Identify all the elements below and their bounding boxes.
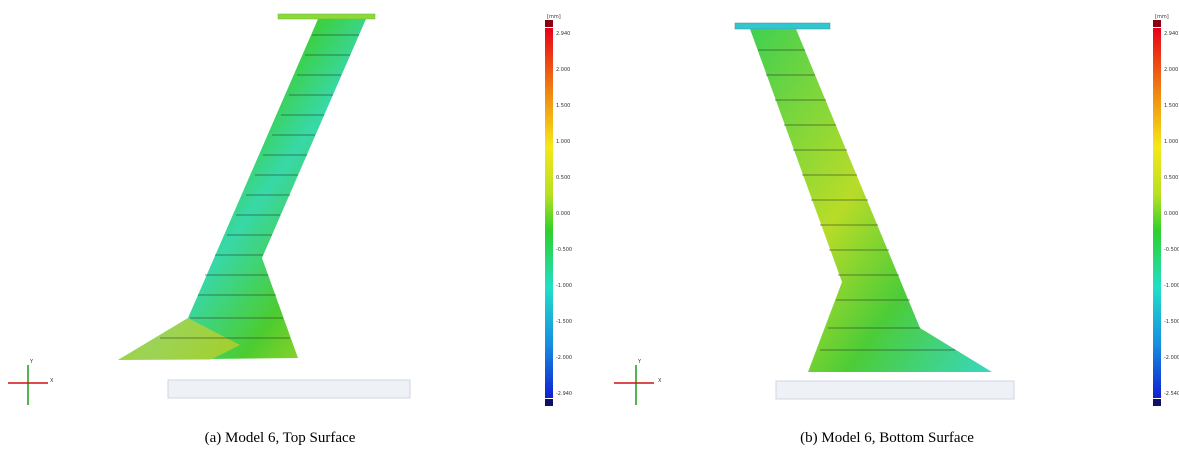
- scale-label: -2.000: [556, 355, 572, 361]
- scale-bottom-cap: [1153, 399, 1161, 406]
- toolbar-b: [776, 381, 1014, 399]
- scale-top-cap: [1153, 20, 1161, 27]
- scale-label: -2.540: [1164, 391, 1179, 397]
- scale-label: 1.000: [1164, 139, 1178, 145]
- scale-label: 1.000: [556, 139, 570, 145]
- axis-x-label: X: [50, 378, 54, 384]
- scale-label: 2.000: [1164, 67, 1178, 73]
- scale-label: 0.000: [556, 211, 570, 217]
- scale-label: 1.500: [556, 103, 570, 109]
- color-scale: [1153, 28, 1161, 398]
- scale-unit: [mm]: [1155, 14, 1169, 20]
- scale-label: 1.500: [1164, 103, 1178, 109]
- scale-top-cap: [545, 20, 553, 27]
- axis-x-label: X: [658, 378, 662, 384]
- scale-unit: [mm]: [547, 14, 561, 20]
- scale-label: 0.000: [1164, 211, 1178, 217]
- scale-label: -1.500: [556, 319, 572, 325]
- scale-label: -0.500: [556, 247, 572, 253]
- scale-label: -2.000: [1164, 355, 1179, 361]
- scale-label: 2.940: [556, 31, 570, 37]
- figure: [mm] 2.940 2.000 1.500 1.000 0.500 0.000 -0.500…: [0, 0, 1179, 451]
- scale-label: -1.000: [1164, 283, 1179, 289]
- scale-bottom-cap: [545, 399, 553, 406]
- caption: (a) Model 6, Top Surface: [205, 430, 356, 446]
- scale-label: 0.500: [556, 175, 570, 181]
- scale-label: 2.000: [556, 67, 570, 73]
- scale-label: -2.940: [556, 391, 572, 397]
- caption: (b) Model 6, Bottom Surface: [800, 430, 974, 446]
- scale-label: -0.500: [1164, 247, 1179, 253]
- scale-label: -1.500: [1164, 319, 1179, 325]
- toolbar-a: [168, 380, 410, 398]
- color-scale: [545, 28, 553, 398]
- scale-label: -1.000: [556, 283, 572, 289]
- scale-label: 2.940: [1164, 31, 1178, 37]
- scale-label: 0.500: [1164, 175, 1178, 181]
